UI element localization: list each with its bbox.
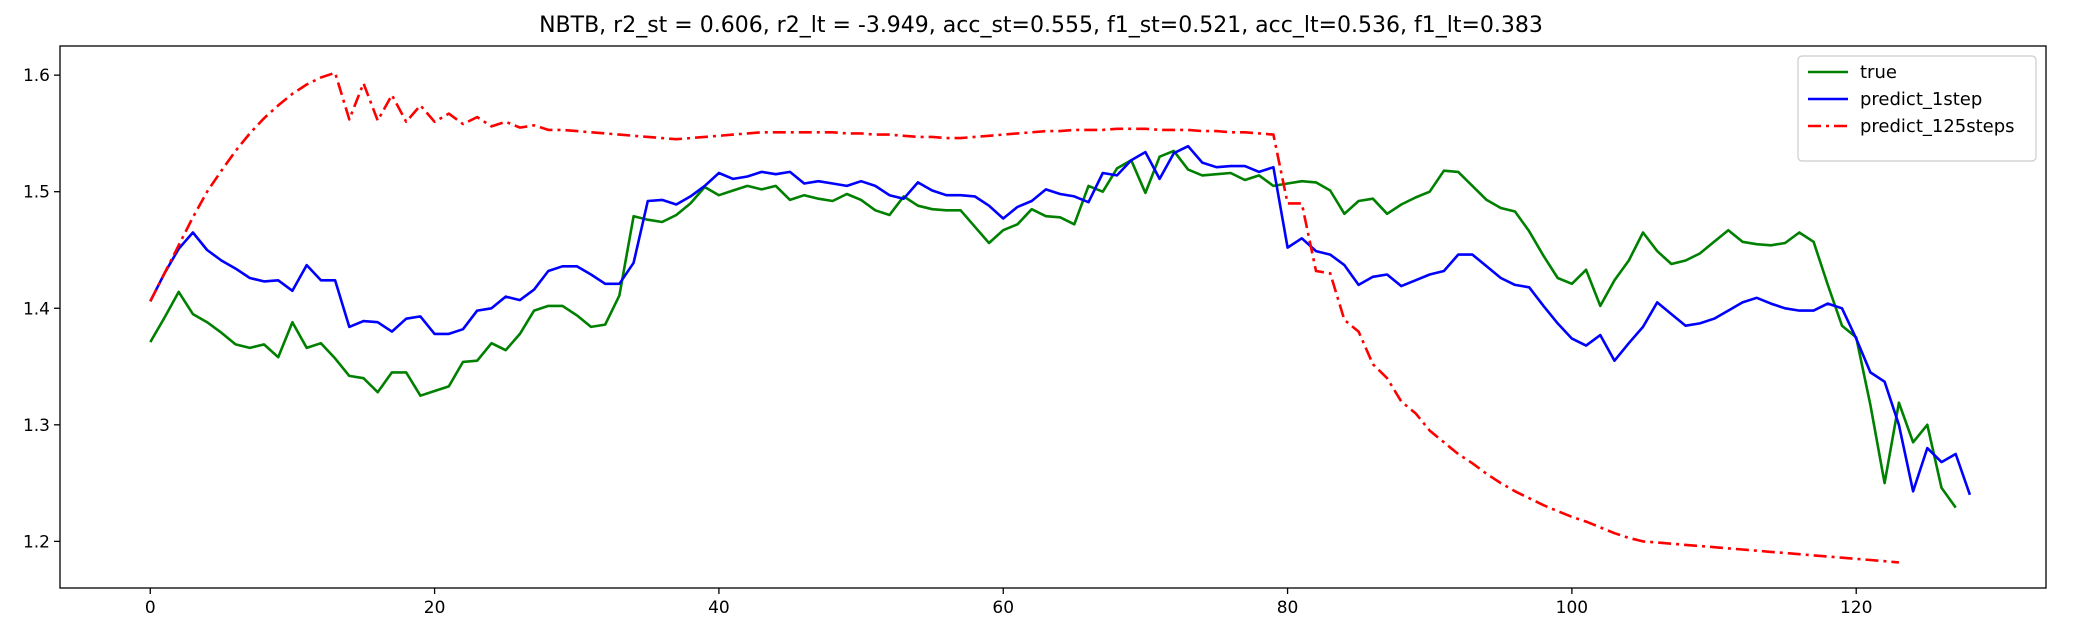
axes-layer: 0 20 40 60 80 100 120 1.2 1.3 1.4 1.5 1.6 xyxy=(23,45,2047,618)
legend-box xyxy=(1797,55,2037,162)
series-line-true xyxy=(149,149,1957,509)
series-layer xyxy=(149,71,1972,564)
axes-frame xyxy=(59,45,2047,589)
series-line-predict_125steps xyxy=(149,71,1900,564)
legend: true predict_1step predict_125steps xyxy=(1797,55,2037,162)
legend-label-predict_1step: predict_1step xyxy=(1860,89,1982,110)
y-tick-label: 1.5 xyxy=(23,183,50,203)
y-tick-label: 1.6 xyxy=(23,66,50,86)
legend-label-true: true xyxy=(1860,62,1897,83)
chart-title: NBTB, r2_st = 0.606, r2_lt = -3.949, acc… xyxy=(539,13,1543,38)
x-tick-label: 100 xyxy=(1556,598,1588,618)
plot-area xyxy=(60,46,2046,588)
x-tick-label: 20 xyxy=(424,598,446,618)
y-tick-label: 1.3 xyxy=(23,416,50,436)
legend-label-predict_125steps: predict_125steps xyxy=(1860,116,2015,137)
y-tick-label: 1.4 xyxy=(23,299,50,319)
x-tick-label: 60 xyxy=(992,598,1014,618)
y-tick-label: 1.2 xyxy=(23,532,50,552)
x-tick-label: 0 xyxy=(145,598,156,618)
series-line-predict_1step xyxy=(149,144,1972,496)
x-tick-label: 120 xyxy=(1840,598,1872,618)
x-tick-label: 40 xyxy=(708,598,730,618)
plot-background xyxy=(60,46,2046,588)
x-tick-label: 80 xyxy=(1277,598,1299,618)
